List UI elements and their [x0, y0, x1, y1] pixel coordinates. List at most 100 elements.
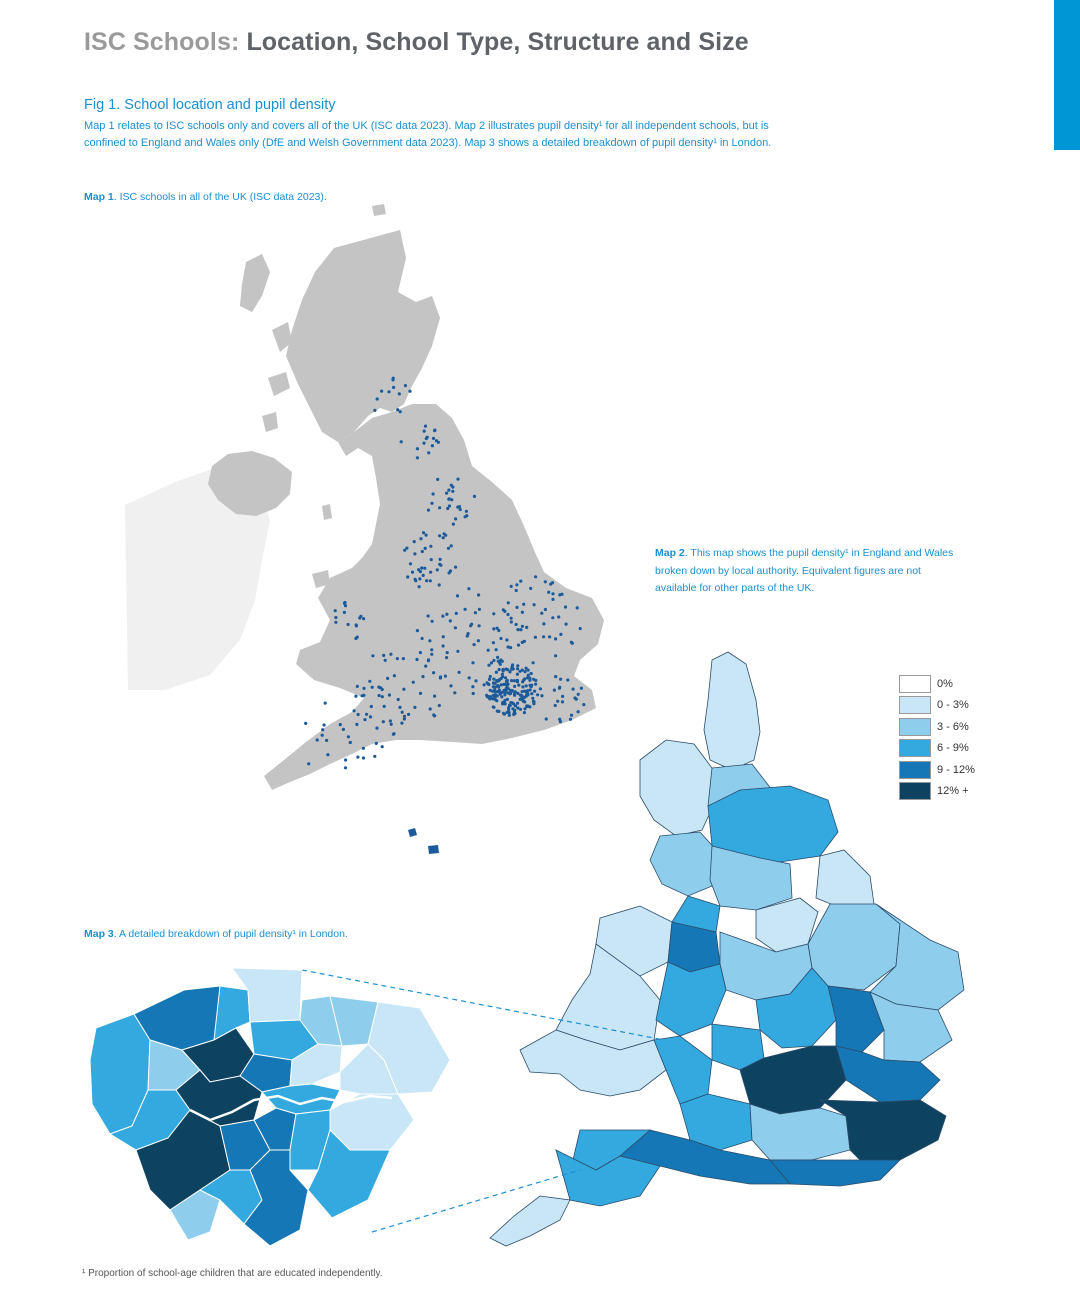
school-dot: [528, 688, 532, 692]
school-dot: [505, 697, 510, 702]
school-dot: [431, 436, 436, 440]
school-dot: [354, 624, 358, 628]
school-dot: [554, 675, 558, 679]
map2-east-riding: [815, 849, 875, 911]
school-dot: [561, 694, 565, 699]
school-dot: [518, 693, 523, 697]
school-dot: [494, 648, 498, 652]
map3-river-thames: [189, 1094, 393, 1122]
school-dot: [346, 622, 350, 627]
school-dot: [499, 683, 503, 687]
school-dot: [579, 686, 584, 690]
school-dot: [422, 441, 426, 445]
school-dot: [576, 692, 580, 696]
school-dot: [516, 628, 520, 632]
school-dot: [513, 690, 517, 694]
school-dot: [420, 549, 424, 554]
school-dot: [397, 392, 401, 396]
school-dot: [518, 669, 522, 673]
map1-channel-isl-1: [408, 828, 417, 837]
school-dot: [406, 575, 410, 579]
school-dot: [396, 408, 400, 412]
school-dot: [525, 676, 530, 680]
school-dot: [576, 710, 580, 714]
school-dot: [511, 707, 515, 711]
school-dot: [471, 685, 475, 689]
school-dot: [392, 385, 396, 389]
school-dot: [457, 670, 461, 675]
school-dot: [520, 610, 525, 614]
school-dot: [315, 738, 319, 742]
map1-orkney: [372, 204, 386, 216]
school-dot: [359, 614, 363, 618]
school-dot: [497, 628, 501, 633]
school-dot: [516, 691, 520, 696]
map1-scotland: [286, 230, 440, 442]
school-dot: [534, 575, 538, 579]
school-dot: [477, 593, 481, 597]
figure-description-line-2: confined to England and Wales only (DfE …: [84, 137, 772, 149]
school-dot: [516, 701, 520, 705]
school-dot: [532, 702, 536, 706]
school-dot: [446, 506, 450, 511]
figure-description-line-1: Map 1 relates to ISC schools only and co…: [84, 120, 769, 132]
school-dot: [532, 677, 536, 681]
school-dot: [551, 597, 555, 602]
map3-caption: Map 3. A detailed breakdown of pupil den…: [84, 926, 348, 944]
school-dot: [405, 546, 409, 550]
school-dot: [433, 714, 437, 718]
school-dot: [524, 666, 528, 670]
school-dot: [373, 754, 377, 759]
school-dot: [389, 722, 393, 726]
school-dot: [524, 684, 528, 688]
school-dot: [355, 684, 359, 689]
legend-label: 6 - 9%: [937, 742, 969, 755]
legend-item: 9 - 12%: [899, 759, 975, 781]
map2-caption: Map 2. This map shows the pupil density¹…: [655, 545, 955, 598]
school-dot: [438, 676, 442, 680]
school-dot: [519, 579, 523, 583]
map1-channel-isl-2: [428, 845, 439, 854]
school-dot: [369, 704, 373, 709]
school-dot: [413, 577, 417, 581]
school-dot: [448, 619, 452, 623]
school-dot: [445, 651, 449, 655]
school-dot: [543, 607, 548, 612]
school-dot: [437, 703, 441, 708]
school-dot: [449, 483, 453, 487]
footnote: ¹ Proportion of school-age children that…: [82, 1268, 383, 1279]
school-dot: [487, 663, 491, 667]
map1-uk: [125, 204, 604, 854]
school-dot: [499, 676, 503, 681]
school-dot: [380, 389, 384, 393]
legend-item: 0 - 3%: [899, 695, 975, 717]
school-dot: [497, 685, 501, 689]
school-dot: [507, 711, 511, 715]
map2-devon: [555, 1149, 661, 1207]
school-dot: [466, 632, 470, 636]
school-dot: [334, 620, 338, 624]
school-dot: [467, 587, 471, 591]
school-dot: [488, 688, 492, 692]
school-dot: [531, 661, 535, 665]
school-dot: [446, 546, 451, 550]
school-dot: [448, 569, 453, 573]
school-dot: [506, 601, 510, 605]
school-dot: [436, 440, 440, 444]
school-dot: [421, 573, 425, 578]
school-dot: [408, 562, 413, 566]
school-dot: [453, 626, 457, 630]
school-dot: [513, 684, 517, 689]
school-dot: [518, 697, 522, 701]
school-dot: [355, 722, 359, 727]
school-dot: [438, 557, 442, 562]
school-dot: [491, 685, 495, 689]
school-dot: [426, 614, 430, 618]
school-dot: [548, 635, 552, 639]
school-dot: [492, 612, 496, 616]
school-dot: [574, 697, 578, 701]
map2-south-wales: [519, 1029, 667, 1097]
map1-isle-of-man: [322, 504, 332, 520]
school-dot: [502, 712, 506, 716]
